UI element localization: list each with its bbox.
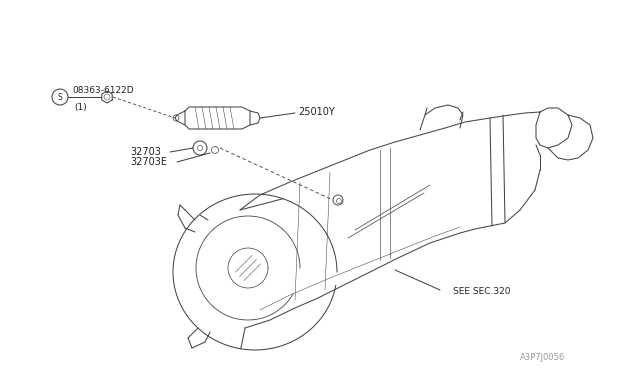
Text: SEE SEC.320: SEE SEC.320 [453, 288, 511, 296]
Text: 32703E: 32703E [130, 157, 167, 167]
Text: 25010Y: 25010Y [298, 107, 335, 117]
Text: A3P7J0056: A3P7J0056 [520, 353, 565, 362]
Text: (1): (1) [74, 103, 87, 112]
Text: 32703: 32703 [130, 147, 161, 157]
Text: 08363-6122D: 08363-6122D [72, 86, 134, 94]
Text: S: S [58, 93, 62, 102]
